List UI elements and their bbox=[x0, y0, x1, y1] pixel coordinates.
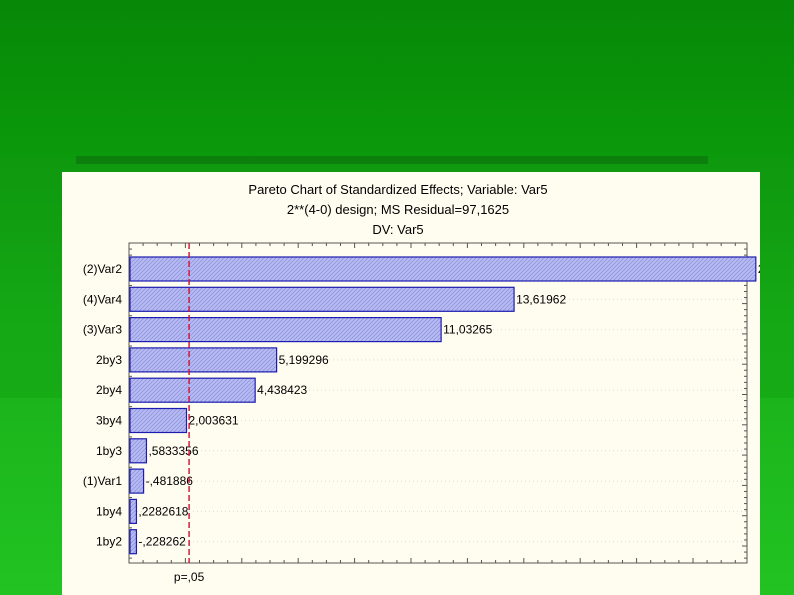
category-label: 1by2 bbox=[96, 535, 122, 549]
data-label: ,5833356 bbox=[148, 444, 198, 458]
data-label: 4,438423 bbox=[257, 383, 307, 397]
category-label: (1)Var1 bbox=[83, 474, 122, 488]
chart-subtitle: 2**(4-0) design; MS Residual=97,1625 bbox=[287, 202, 509, 217]
bar-3by4 bbox=[129, 407, 188, 434]
category-label: 2by3 bbox=[96, 353, 122, 367]
data-label: 11,03265 bbox=[443, 323, 492, 337]
category-label: 1by4 bbox=[96, 504, 122, 518]
bar-1-var1 bbox=[129, 468, 145, 494]
data-label: -,228262 bbox=[138, 535, 186, 549]
plot-area bbox=[128, 242, 748, 564]
category-label: (2)Var2 bbox=[83, 262, 122, 276]
chart-title: Pareto Chart of Standardized Effects; Va… bbox=[248, 182, 547, 197]
chart-subtitle-dv: DV: Var5 bbox=[372, 222, 423, 237]
bar-4-var4 bbox=[129, 286, 515, 312]
data-label: -,481886 bbox=[146, 474, 194, 488]
panel-shadow-strip bbox=[76, 156, 708, 164]
data-label: 13,61962 bbox=[516, 292, 566, 306]
significance-label: p=,05 bbox=[174, 570, 205, 584]
data-label: ,2282618 bbox=[138, 504, 188, 518]
bar-1by4 bbox=[129, 498, 138, 524]
slide-right-block bbox=[760, 398, 794, 595]
bar-2by4 bbox=[129, 377, 256, 403]
bar-2-var2 bbox=[129, 256, 757, 282]
category-label: 3by4 bbox=[96, 414, 122, 428]
category-label: 2by4 bbox=[96, 383, 122, 397]
bars: (2)Var2 22,1921 (4)Var4 13,61962 (3)Var3 11,0… bbox=[83, 256, 760, 555]
category-label: (3)Var3 bbox=[83, 323, 122, 337]
bar-1by2 bbox=[129, 529, 138, 555]
data-label: 22,1921 bbox=[758, 262, 760, 276]
category-label: (4)Var4 bbox=[83, 292, 122, 306]
category-label: 1by3 bbox=[96, 444, 122, 458]
slide-left-block bbox=[0, 398, 62, 595]
data-label: 2,003631 bbox=[189, 414, 239, 428]
bar-3-var3 bbox=[129, 317, 442, 343]
data-label: 5,199296 bbox=[279, 353, 329, 367]
bar-1by3 bbox=[129, 438, 148, 464]
bar-2by3 bbox=[129, 347, 278, 373]
slide-background-top bbox=[0, 0, 794, 158]
chart-panel: Pareto Chart of Standardized Effects; Va… bbox=[62, 172, 760, 595]
pareto-chart: Pareto Chart of Standardized Effects; Va… bbox=[83, 182, 760, 584]
